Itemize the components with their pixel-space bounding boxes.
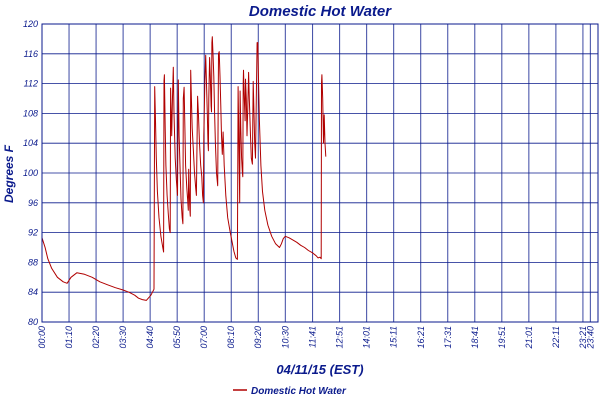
x-tick-label-3: 03:30	[118, 326, 128, 349]
x-tick-label-13: 15:11	[389, 326, 399, 348]
x-tick-label-7: 08:10	[226, 326, 236, 349]
y-tick-label-4: 96	[28, 198, 38, 208]
x-tick-label-11: 12:51	[335, 326, 345, 349]
x-tick-label-18: 21:01	[524, 326, 534, 350]
x-tick-label-14: 16:21	[416, 326, 426, 349]
x-tick-label-2: 02:20	[91, 326, 101, 349]
y-tick-label-0: 80	[28, 317, 38, 327]
y-axis-label: Degrees F	[2, 144, 16, 203]
y-tick-label-2: 88	[28, 257, 38, 267]
x-tick-label-6: 07:00	[199, 326, 209, 349]
x-tick-label-10: 11:41	[308, 326, 318, 348]
x-tick-label-20: 23:21	[578, 326, 588, 350]
y-tick-label-5: 100	[23, 168, 38, 178]
chart-title: Domestic Hot Water	[249, 3, 392, 20]
x-tick-label-19: 22:11	[551, 326, 561, 349]
x-tick-label-17: 19:51	[497, 326, 507, 349]
x-tick-label-15: 17:31	[443, 326, 453, 349]
y-tick-label-10: 120	[23, 19, 38, 29]
x-tick-label-9: 10:30	[280, 326, 290, 349]
y-tick-label-9: 116	[24, 49, 38, 59]
plot-frame	[41, 23, 599, 323]
x-tick-label-12: 14:01	[362, 326, 372, 349]
y-tick-label-1: 84	[28, 287, 38, 297]
x-tick-label-16: 18:41	[470, 326, 480, 349]
y-tick-label-6: 104	[23, 138, 38, 148]
x-tick-label-5: 05:50	[172, 326, 182, 349]
x-tick-label-0: 00:00	[37, 326, 47, 349]
x-tick-label-21: 23:40	[585, 326, 595, 350]
x-tick-labels: 00:00 01:10 02:20 03:30 04:40 05:50 07:00 08:10…	[37, 326, 595, 350]
legend-label: Domestic Hot Water	[251, 386, 347, 397]
x-tick-label-8: 09:20	[253, 326, 263, 349]
x-axis-label: 04/11/15 (EST)	[276, 362, 363, 377]
x-tick-label-1: 01:10	[64, 326, 74, 349]
legend: Domestic Hot Water	[233, 386, 347, 397]
x-tick-label-4: 04:40	[145, 326, 155, 349]
grid	[41, 23, 598, 323]
y-tick-label-7: 108	[23, 108, 38, 118]
y-tick-label-3: 92	[28, 228, 38, 238]
y-tick-labels: 80 84 88 92 96 100 104 108 112 116 120	[23, 19, 38, 327]
series-line-0	[41, 36, 327, 301]
series-group	[41, 36, 327, 301]
y-tick-label-8: 112	[24, 79, 38, 89]
